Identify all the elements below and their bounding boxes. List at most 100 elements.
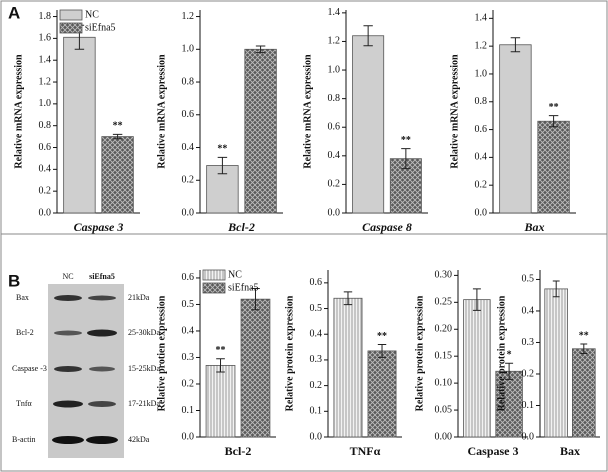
bar [244, 48, 277, 214]
significance-label: ** [401, 135, 411, 146]
blot-band [54, 366, 82, 372]
y-tick-label: 0.8 [39, 120, 52, 131]
y-tick-label: 0.3 [182, 352, 195, 363]
category-label: Caspase 3 [74, 220, 124, 234]
error-bar [343, 291, 353, 306]
bar [352, 35, 385, 214]
y-tick-label: 0.4 [475, 152, 488, 163]
category-label: Bcl-2 [227, 220, 255, 234]
legend-label: siEfna5 [85, 22, 116, 33]
blot-size-label: 21kDa [128, 293, 150, 302]
chart: 0.0 0.2 0.4 0.6 0.8 1.0 1.2 1.4 1.6 1.8 Relative m… [13, 9, 140, 234]
y-tick-label: 0.6 [182, 109, 195, 120]
blot-band [88, 401, 116, 407]
y-tick-label: 0.2 [182, 175, 195, 186]
y-tick-label: 0.5 [310, 303, 323, 314]
y-tick-label: 0.8 [328, 93, 341, 104]
bar [537, 120, 570, 214]
y-tick-label: 0.2 [522, 368, 535, 379]
significance-label: * [507, 349, 512, 360]
significance-label: ** [377, 331, 387, 342]
y-tick-label: 0.8 [475, 96, 488, 107]
legend-swatch [202, 282, 226, 294]
blot-column-label: NC [62, 272, 73, 281]
category-label: Caspase 8 [362, 220, 412, 234]
y-tick-label: 0.6 [475, 124, 488, 135]
blot-band [54, 330, 82, 336]
chart: 0.0 0.1 0.2 0.3 0.4 0.5 Relative protein expre… [496, 270, 600, 458]
y-axis-label: Relative protein expression [414, 295, 425, 411]
y-tick-label: 0.0 [182, 431, 195, 442]
legend-swatch [202, 269, 226, 281]
blot-size-label: 42kDa [128, 435, 150, 444]
y-tick-label: 0.5 [522, 274, 535, 285]
y-tick-label: 1.2 [182, 11, 195, 22]
y-tick-label: 1.8 [39, 11, 52, 22]
blot-row-label: Bcl-2 [16, 328, 34, 337]
y-tick-label: 0.0 [182, 207, 195, 218]
error-bar [112, 133, 123, 140]
blot-band [54, 295, 82, 301]
y-axis-label: Relative mRNA expression [13, 54, 24, 169]
blot-size-label: 15-25kDa [128, 364, 160, 373]
y-tick-label: 0.0 [328, 207, 341, 218]
y-tick-label: 1.4 [475, 13, 488, 24]
error-bar [216, 358, 225, 373]
y-tick-label: 0.0 [475, 207, 488, 218]
blot-row-label: Caspase -3 [12, 364, 47, 373]
bar [389, 158, 422, 214]
y-tick-label: 1.0 [328, 64, 341, 75]
y-tick-label: 0.3 [310, 354, 323, 365]
significance-label: ** [549, 102, 559, 113]
y-tick-label: 0.20 [435, 324, 453, 335]
y-axis-label: Relative protien expression [156, 295, 167, 411]
bar [101, 136, 134, 214]
bar [63, 36, 96, 214]
y-tick-label: 0.2 [182, 378, 195, 389]
significance-label: ** [579, 330, 589, 341]
western-blot: NC siEfna5 Bax Bcl-2 Caspase -3 Tnfα B-a… [12, 272, 160, 458]
y-tick-label: 1.0 [475, 68, 488, 79]
y-tick-label: 0.2 [328, 179, 341, 190]
y-tick-label: 0.0 [310, 431, 323, 442]
blot-band [89, 366, 115, 372]
y-tick-label: 0.4 [310, 329, 323, 340]
significance-label: ** [113, 121, 123, 132]
blot-band [88, 295, 116, 301]
y-tick-label: 0.4 [182, 142, 195, 153]
y-tick-label: 0.6 [182, 272, 195, 283]
chart: 0.0 0.1 0.2 0.3 0.4 0.5 0.6 Relative protein ex… [284, 270, 402, 458]
error-bar [255, 45, 266, 54]
y-tick-label: 0.0 [522, 431, 535, 442]
y-tick-label: 0.4 [328, 150, 341, 161]
blot-band [87, 329, 117, 337]
category-label: Caspase 3 [467, 444, 518, 458]
category-label: Bax [560, 444, 580, 458]
y-tick-label: 1.0 [39, 98, 52, 109]
y-tick-label: 0.2 [310, 380, 323, 391]
y-tick-label: 0.2 [39, 185, 52, 196]
bar [463, 299, 491, 438]
y-tick-label: 0.10 [435, 377, 453, 388]
bar [240, 298, 271, 438]
panel-label: A [8, 3, 20, 22]
y-tick-label: 0.4 [522, 305, 535, 316]
bar [495, 370, 523, 438]
y-axis-label: Relative mRNA expression [156, 54, 167, 169]
y-tick-label: 1.2 [475, 40, 488, 51]
y-axis-label: Relative protein expression [284, 295, 295, 411]
error-bar [251, 288, 260, 311]
legend-label: siEfna5 [228, 282, 259, 293]
chart: 0.00 0.05 0.10 0.15 0.20 0.25 0.30 Relative pro… [414, 270, 528, 458]
blot-band [53, 400, 83, 408]
error-bar [505, 362, 514, 380]
error-bar [472, 288, 481, 311]
significance-label: ** [216, 345, 226, 356]
y-tick-label: 1.6 [39, 33, 52, 44]
y-axis-label: Relative mRNA expression [302, 54, 313, 169]
blot-column-label: siEfna5 [89, 272, 115, 281]
bar [367, 350, 397, 438]
legend-swatch [59, 22, 83, 34]
